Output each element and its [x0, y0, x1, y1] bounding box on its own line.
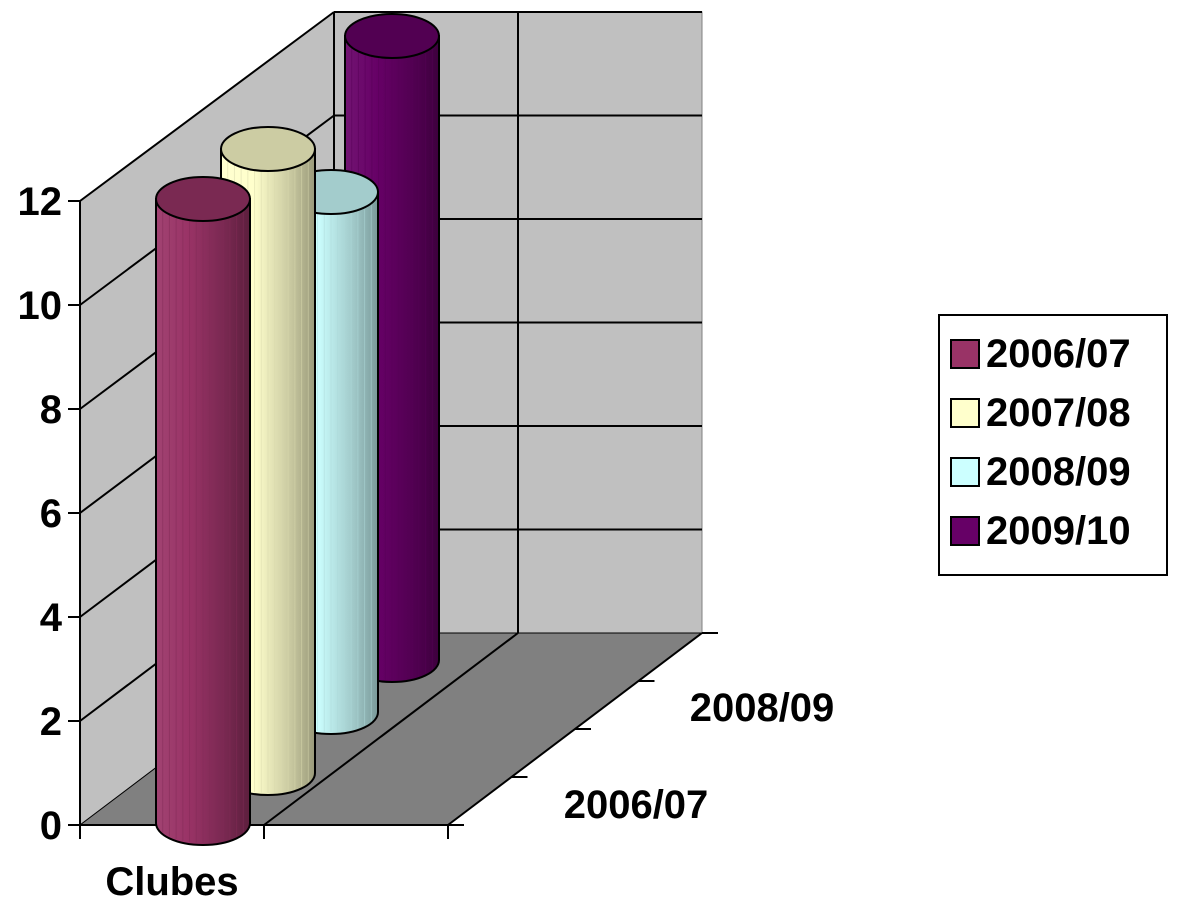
legend-label: 2007/08 — [986, 391, 1131, 435]
y-tick-label: 2 — [40, 700, 62, 744]
depth-label: 2008/09 — [690, 686, 835, 730]
y-tick-label: 8 — [40, 388, 62, 432]
gridline-side — [79, 11, 335, 202]
legend-item: 2008/09 — [950, 446, 1131, 498]
y-tick-label: 12 — [18, 180, 63, 224]
y-tick-label: 0 — [40, 804, 62, 848]
legend-label: 2009/10 — [986, 509, 1131, 553]
chart-bars — [155, 13, 440, 846]
legend-label: 2006/07 — [986, 332, 1131, 376]
legend-item: 2006/07 — [950, 328, 1131, 380]
y-tick-label: 4 — [40, 596, 63, 640]
legend-swatch — [950, 398, 980, 428]
bar-top — [344, 13, 440, 59]
y-tick-label: 6 — [40, 492, 62, 536]
bar-top — [155, 176, 251, 222]
legend-item: 2009/10 — [950, 505, 1131, 557]
legend-label: 2008/09 — [986, 450, 1131, 494]
legend-swatch — [950, 516, 980, 546]
legend: 2006/07 2007/08 2008/09 2009/10 — [938, 314, 1168, 576]
floor-divider — [263, 632, 519, 826]
y-tick-label: 10 — [18, 284, 63, 328]
bar-top — [220, 126, 316, 172]
depth-label: 2006/07 — [564, 783, 709, 827]
legend-swatch — [950, 457, 980, 487]
legend-item: 2007/08 — [950, 387, 1131, 439]
chart-labels: 0 2 4 6 8 10 12 Clubes 2006/07 2008/09 — [18, 180, 835, 902]
bar-2006-07 — [155, 176, 251, 846]
x-category-label: Clubes — [105, 860, 238, 902]
chart-axes — [68, 200, 718, 839]
legend-swatch — [950, 339, 980, 369]
